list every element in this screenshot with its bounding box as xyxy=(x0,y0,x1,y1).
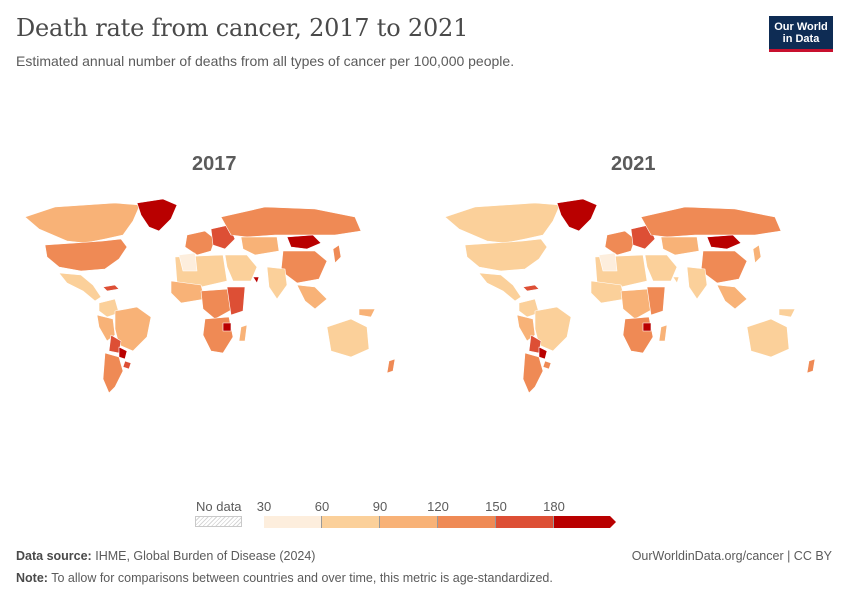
region-usa xyxy=(464,238,548,272)
region-central-africa xyxy=(200,288,234,320)
region-usa xyxy=(44,238,128,272)
region-russia xyxy=(640,206,782,238)
region-colombia xyxy=(98,298,120,318)
legend-tick-90: 90 xyxy=(372,499,388,514)
map-year-2021: 2021 xyxy=(611,153,656,175)
world-map-2021[interactable] xyxy=(435,195,845,405)
region-russia xyxy=(220,206,362,238)
chart-note-text: To allow for comparisons between countri… xyxy=(51,571,553,585)
map-year-2017: 2017 xyxy=(192,153,237,175)
region-japan xyxy=(752,244,762,264)
region-middle-east xyxy=(644,254,678,282)
region-mexico xyxy=(478,272,522,302)
region-brazil xyxy=(534,306,572,352)
chart-subtitle: Estimated annual number of deaths from a… xyxy=(16,53,515,69)
legend-tick-30: 30 xyxy=(256,499,272,514)
region-western-europe xyxy=(184,230,216,256)
region-india xyxy=(686,266,708,300)
region-madagascar xyxy=(238,324,248,342)
region-mongolia xyxy=(286,234,322,250)
legend-bin-60-90[interactable] xyxy=(322,516,380,528)
region-png xyxy=(778,308,796,318)
chart-note-label: Note: xyxy=(16,571,48,585)
legend-tick-120: 120 xyxy=(427,499,449,514)
region-brazil xyxy=(114,306,152,352)
region-paraguay xyxy=(538,346,548,360)
region-kazakhstan xyxy=(660,236,700,256)
owid-url-license[interactable]: OurWorldinData.org/cancer | CC BY xyxy=(631,549,832,563)
region-zimbabwe xyxy=(642,322,652,332)
region-middle-east xyxy=(224,254,258,282)
region-india xyxy=(266,266,288,300)
region-southeast-asia xyxy=(296,284,328,310)
legend-no-data-label: No data xyxy=(196,499,242,514)
region-png xyxy=(358,308,376,318)
logo-line-1: Our World xyxy=(774,21,828,33)
region-east-africa xyxy=(226,286,246,316)
region-southern-africa xyxy=(622,316,654,354)
logo-line-2: in Data xyxy=(782,33,820,45)
region-uae xyxy=(252,276,260,284)
region-new-zealand xyxy=(386,358,396,374)
legend-bin-180-plus[interactable] xyxy=(554,516,610,528)
region-cuba xyxy=(102,284,120,292)
region-canada xyxy=(24,202,141,244)
region-canada xyxy=(444,202,561,244)
region-mexico xyxy=(58,272,102,302)
owid-logo[interactable]: Our World in Data xyxy=(769,16,833,52)
region-uae xyxy=(672,276,680,284)
region-southeast-asia xyxy=(716,284,748,310)
region-west-africa xyxy=(590,280,626,304)
region-australia xyxy=(326,318,370,358)
region-china xyxy=(280,250,328,284)
region-argentina xyxy=(102,352,124,394)
region-colombia xyxy=(518,298,540,318)
region-central-africa xyxy=(620,288,654,320)
region-greenland xyxy=(136,198,178,232)
region-zimbabwe xyxy=(222,322,232,332)
region-uruguay xyxy=(542,360,552,370)
data-source: Data source: IHME, Global Burden of Dise… xyxy=(16,549,315,563)
region-madagascar xyxy=(658,324,668,342)
data-source-label: Data source: xyxy=(16,549,92,563)
region-paraguay xyxy=(118,346,128,360)
chart-title: Death rate from cancer, 2017 to 2021 xyxy=(16,14,469,42)
region-new-zealand xyxy=(806,358,816,374)
region-japan xyxy=(332,244,342,264)
legend-bin-150-180[interactable] xyxy=(496,516,554,528)
chart-note: Note: To allow for comparisons between c… xyxy=(16,571,553,585)
region-east-africa xyxy=(646,286,666,316)
region-cuba xyxy=(522,284,540,292)
region-mongolia xyxy=(706,234,742,250)
legend-tick-60: 60 xyxy=(314,499,330,514)
data-source-link[interactable]: IHME, Global Burden of Disease (2024) xyxy=(95,549,316,563)
region-argentina xyxy=(522,352,544,394)
region-southern-africa xyxy=(202,316,234,354)
legend-tick-150: 150 xyxy=(485,499,507,514)
region-china xyxy=(700,250,748,284)
region-west-africa xyxy=(170,280,206,304)
legend-no-data-swatch[interactable] xyxy=(195,516,242,527)
region-australia xyxy=(746,318,790,358)
region-algeria xyxy=(178,252,198,272)
legend-bin-90-120[interactable] xyxy=(380,516,438,528)
legend-open-end-arrow xyxy=(610,516,616,528)
region-uruguay xyxy=(122,360,132,370)
legend-bin-120-150[interactable] xyxy=(438,516,496,528)
legend-bin-30-60[interactable] xyxy=(264,516,322,528)
region-algeria xyxy=(598,252,618,272)
region-greenland xyxy=(556,198,598,232)
region-kazakhstan xyxy=(240,236,280,256)
region-western-europe xyxy=(604,230,636,256)
world-map-2017[interactable] xyxy=(15,195,425,405)
legend-tick-180: 180 xyxy=(543,499,565,514)
